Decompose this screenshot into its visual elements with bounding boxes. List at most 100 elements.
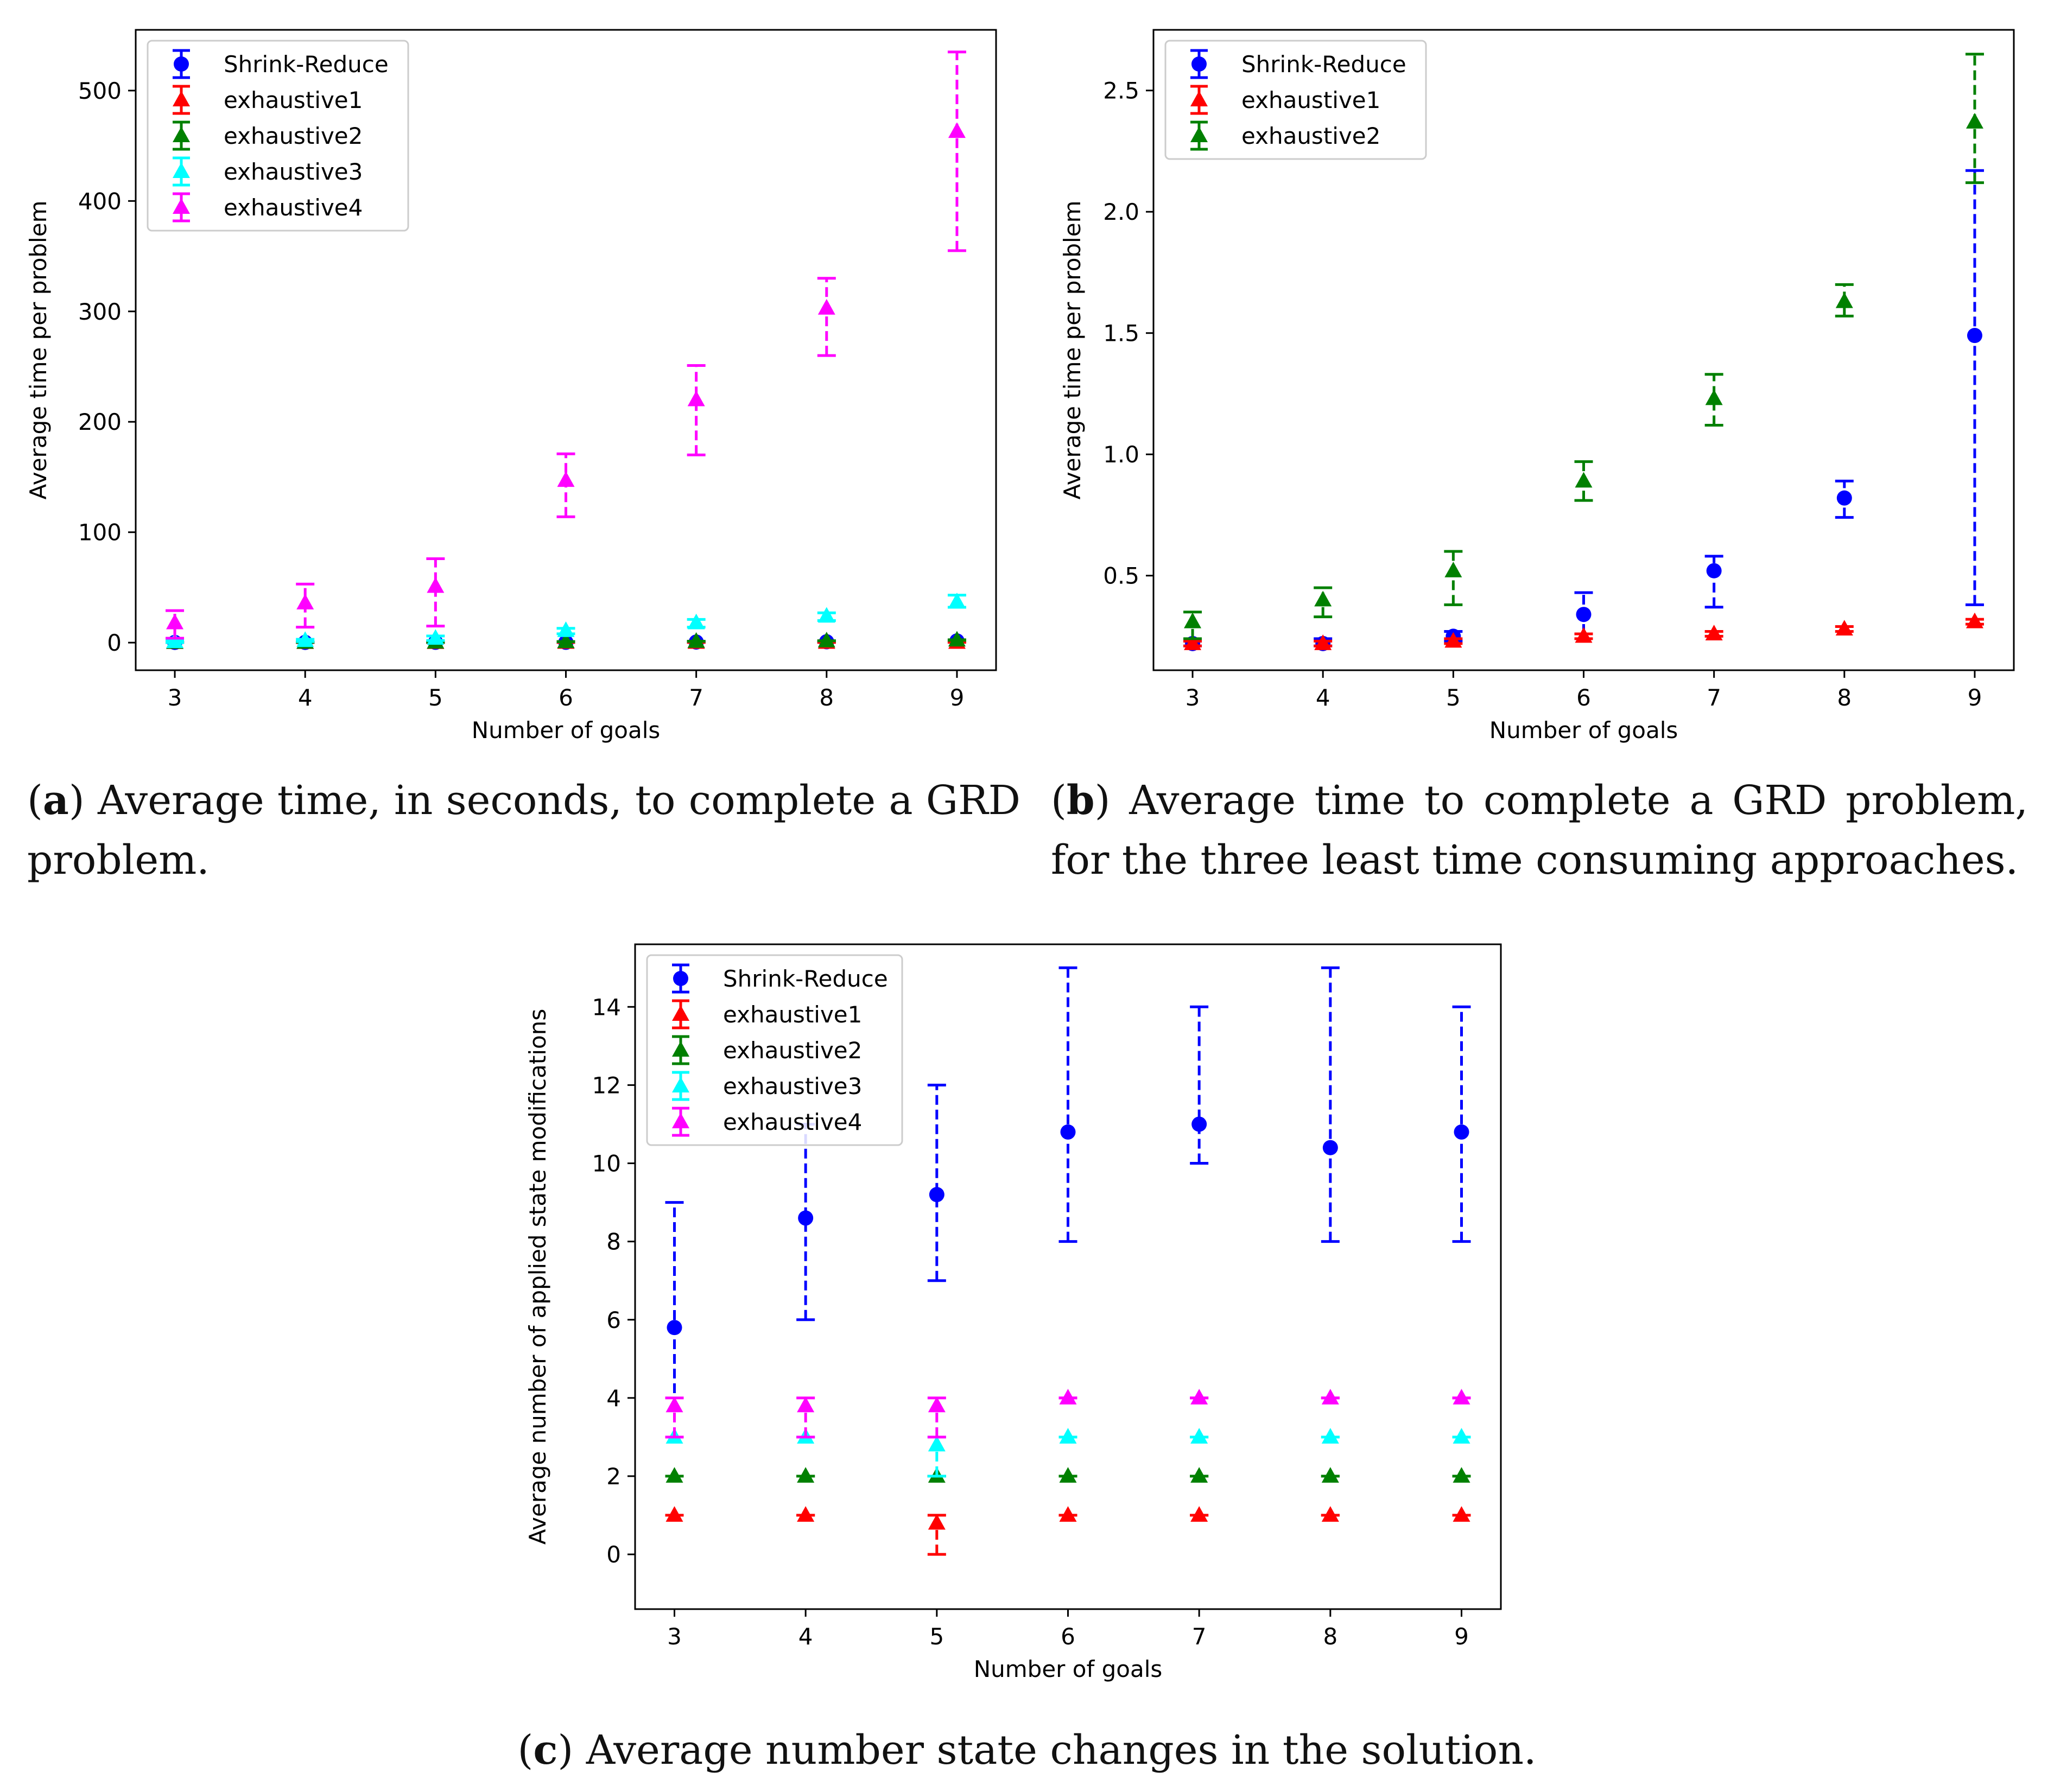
legend-marker <box>672 1041 689 1057</box>
y-tick-label: 0 <box>107 630 122 656</box>
legend: Shrink-Reduce exhaustive1 exhaustive2 exhau… <box>147 40 409 232</box>
data-point <box>1184 612 1202 628</box>
x-tick-label: 8 <box>1837 684 1852 711</box>
caption-a: (a) Average time, in seconds, to complet… <box>27 777 1020 884</box>
legend-label: exhaustive2 <box>224 123 363 149</box>
data-point <box>798 1210 814 1226</box>
y-tick-label: 300 <box>78 298 122 325</box>
caption-b-text: Average time to complete a GRD problem, … <box>1051 777 2028 884</box>
y-tick-label: 2.0 <box>1103 199 1139 225</box>
legend-label: exhaustive4 <box>224 194 363 221</box>
legend-marker <box>1190 126 1208 142</box>
chart-a: 3 4 5 6 7 8 9 0 100 200 300 400 500 Number of goals Av… <box>25 29 997 744</box>
data-point <box>1835 292 1853 308</box>
legend-box <box>646 954 903 1146</box>
legend-marker <box>672 1113 689 1128</box>
x-tick-label: 8 <box>819 684 834 711</box>
data-point <box>1059 1467 1077 1483</box>
legend-label: exhaustive2 <box>723 1037 862 1064</box>
x-axis-label: Number of goals <box>974 1656 1163 1682</box>
x-tick-label: 4 <box>798 1623 813 1650</box>
data-point <box>557 632 575 649</box>
legend: Shrink-Reduce exhaustive1 exhaustive2 exhau… <box>646 954 903 1146</box>
legend-label: exhaustive2 <box>1241 123 1380 149</box>
x-tick-label: 4 <box>1316 684 1330 711</box>
data-point <box>1321 1467 1339 1483</box>
series-shrink-reduce <box>1183 169 1984 651</box>
data-point <box>557 471 575 487</box>
legend-marker <box>173 198 190 214</box>
data-point <box>1836 490 1852 506</box>
data-point <box>928 1514 946 1530</box>
legend-label: Shrink-Reduce <box>1241 51 1406 78</box>
caption-b: (b) Average time to complete a GRD probl… <box>1051 777 2028 884</box>
y-tick-label: 8 <box>606 1229 621 1255</box>
y-tick-label: 14 <box>592 994 621 1020</box>
caption-c-letter: c <box>533 1727 558 1774</box>
y-axis-label: Average time per problem <box>1059 201 1086 500</box>
y-tick-label: 500 <box>78 78 122 104</box>
y-tick-label: 4 <box>606 1385 621 1412</box>
data-point <box>296 594 314 609</box>
data-point <box>1190 1389 1208 1405</box>
legend-label: exhaustive3 <box>723 1073 862 1100</box>
data-point <box>817 632 835 647</box>
y-axis-label: Average time per problem <box>25 201 52 500</box>
caption-a-text: Average time, in seconds, to complete a … <box>27 777 1020 884</box>
series-exhaustive2 <box>1183 53 1984 640</box>
data-point <box>166 613 184 630</box>
y-tick-label: 2.5 <box>1103 78 1139 104</box>
data-point <box>687 632 705 648</box>
legend-marker <box>672 1077 689 1092</box>
data-point <box>928 1435 946 1452</box>
x-tick-label: 6 <box>1576 684 1591 711</box>
data-point <box>1321 1428 1339 1444</box>
legend-marker <box>173 162 190 178</box>
x-tick-label: 8 <box>1323 1623 1337 1650</box>
data-point <box>948 631 966 647</box>
data-point <box>797 1506 815 1522</box>
data-point <box>1190 1467 1208 1483</box>
y-tick-label: 400 <box>78 188 122 214</box>
x-tick-label: 7 <box>1192 1623 1207 1650</box>
legend-marker <box>1191 56 1207 72</box>
legend-label: exhaustive1 <box>723 1001 862 1028</box>
y-tick-label: 10 <box>592 1151 621 1177</box>
y-tick-label: 0 <box>606 1541 621 1568</box>
data-point <box>1967 328 1982 344</box>
legend-marker <box>1190 91 1208 106</box>
x-tick-label: 6 <box>1061 1623 1075 1650</box>
x-tick-label: 3 <box>1186 684 1200 711</box>
data-point <box>687 613 705 630</box>
data-point <box>1453 1506 1470 1522</box>
x-tick-label: 7 <box>1707 684 1721 711</box>
data-point <box>1706 563 1722 579</box>
legend-marker <box>673 971 688 986</box>
legend-label: exhaustive1 <box>224 87 363 113</box>
y-tick-label: 12 <box>592 1072 621 1098</box>
data-point <box>665 1506 683 1522</box>
x-tick-label: 5 <box>1446 684 1461 711</box>
y-tick-label: 1.5 <box>1103 320 1139 347</box>
caption-c-text: Average number state changes in the solu… <box>573 1727 1537 1774</box>
data-point <box>1321 1389 1339 1405</box>
x-tick-label: 4 <box>298 684 313 711</box>
data-point <box>1576 607 1592 622</box>
data-point <box>948 593 966 608</box>
data-point <box>797 1396 815 1413</box>
data-point <box>1314 634 1332 650</box>
caption-b-letter: b <box>1066 777 1095 824</box>
chart-b: 3 4 5 6 7 8 9 0.5 1.0 1.5 2.0 2.5 Number of goals Ave… <box>1059 29 2015 744</box>
data-point <box>1444 561 1462 577</box>
series-exhaustive1 <box>665 1506 1471 1556</box>
y-tick-label: 1.0 <box>1103 441 1139 468</box>
legend-box <box>1164 40 1427 160</box>
data-point <box>1454 1124 1469 1140</box>
x-tick-label: 5 <box>428 684 443 711</box>
series-exhaustive4 <box>166 50 966 640</box>
data-point <box>1453 1389 1470 1405</box>
legend-marker <box>672 1005 689 1021</box>
data-point <box>1059 1428 1077 1444</box>
y-tick-label: 6 <box>606 1307 621 1333</box>
legend-label: exhaustive3 <box>224 158 363 185</box>
